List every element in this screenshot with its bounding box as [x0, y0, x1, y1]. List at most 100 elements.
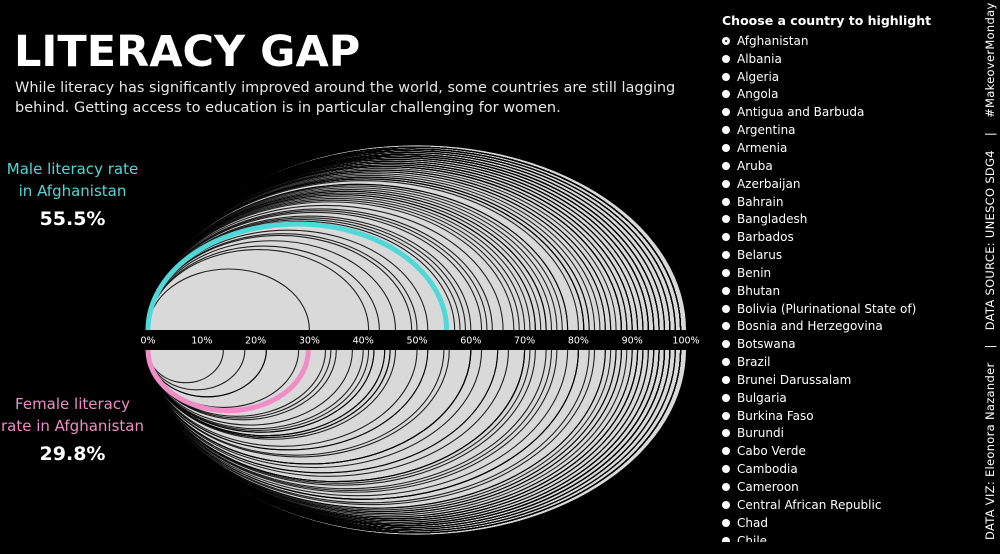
country-option[interactable]: Cambodia — [722, 460, 972, 478]
axis-tick-label: 100% — [672, 336, 699, 347]
country-option[interactable]: Aruba — [722, 157, 972, 175]
radio-icon[interactable] — [722, 179, 730, 188]
country-option[interactable]: Argentina — [722, 121, 972, 139]
axis-band — [0, 330, 700, 350]
axis-tick-label: 80% — [568, 336, 589, 347]
page-subtitle: While literacy has significantly improve… — [15, 80, 676, 116]
percent-axis: 0% 10% 20% 30% 40% 50% 60% 70% 80% 90% 100% — [0, 330, 700, 350]
radio-icon[interactable] — [722, 358, 730, 367]
country-option[interactable]: Bhutan — [722, 282, 972, 300]
credit-separator: | — [983, 344, 997, 349]
radio-icon[interactable] — [722, 447, 730, 456]
radio-icon[interactable] — [722, 54, 730, 63]
country-option-label: Barbados — [737, 230, 794, 245]
country-option[interactable]: Algeria — [722, 68, 972, 86]
country-option[interactable]: Barbados — [722, 228, 972, 246]
country-option[interactable]: Burundi — [722, 425, 972, 443]
country-option[interactable]: Angola — [722, 86, 972, 104]
country-option-label: Burkina Faso — [737, 408, 814, 423]
country-option[interactable]: Afghanistan — [722, 32, 972, 50]
radio-icon[interactable] — [722, 90, 730, 99]
radio-icon[interactable] — [722, 304, 730, 313]
country-option[interactable]: Benin — [722, 264, 972, 282]
radio-icon[interactable] — [722, 143, 730, 152]
radio-icon[interactable] — [722, 483, 730, 492]
male-highlight-arc — [145, 221, 450, 331]
radio-icon[interactable] — [722, 233, 730, 242]
country-option-label: Chad — [737, 515, 768, 530]
country-option[interactable]: Azerbaijan — [722, 175, 972, 193]
country-option[interactable]: Albania — [722, 50, 972, 68]
radio-icon[interactable] — [722, 286, 730, 295]
country-option-label: Argentina — [737, 123, 796, 138]
country-option[interactable]: Chile — [722, 532, 972, 542]
country-option-label: Afghanistan — [737, 33, 809, 48]
radio-icon[interactable] — [722, 429, 730, 438]
page-title: LITERACY GAP — [14, 27, 361, 77]
country-option-label: Bulgaria — [737, 390, 787, 405]
country-option[interactable]: Belarus — [722, 246, 972, 264]
country-option[interactable]: Cameroon — [722, 478, 972, 496]
country-option[interactable]: Bahrain — [722, 193, 972, 211]
radio-icon[interactable] — [722, 197, 730, 206]
radio-icon[interactable] — [722, 411, 730, 420]
axis-tick-label: 50% — [406, 336, 427, 347]
country-option-label: Brazil — [737, 355, 771, 370]
country-option[interactable]: Brunei Darussalam — [722, 371, 972, 389]
country-option[interactable]: Bangladesh — [722, 210, 972, 228]
country-option[interactable]: Bolivia (Plurinational State of) — [722, 300, 972, 318]
radio-icon[interactable] — [722, 108, 730, 117]
radio-icon[interactable] — [722, 161, 730, 170]
country-option[interactable]: Bosnia and Herzegovina — [722, 318, 972, 336]
female-literacy-label: Female literacy rate in Afghanistan — [1, 395, 144, 435]
credit-author: DATA VIZ: Eleonora Nazander — [983, 362, 997, 540]
radio-icon[interactable] — [722, 126, 730, 135]
credit-separator: | — [983, 131, 997, 137]
country-option[interactable]: Botswana — [722, 335, 972, 353]
country-option[interactable]: Bulgaria — [722, 389, 972, 407]
country-selector-title: Choose a country to highlight — [722, 13, 932, 28]
country-radio-list[interactable]: Afghanistan Albania Algeria Angola Antigua a… — [722, 32, 972, 542]
radio-icon[interactable] — [722, 518, 730, 527]
country-option-label: Benin — [737, 265, 772, 280]
axis-tick-label: 10% — [191, 336, 212, 347]
radio-icon[interactable] — [722, 536, 730, 542]
country-option-label: Botswana — [737, 337, 796, 352]
country-option-label: Azerbaijan — [737, 176, 801, 191]
radio-icon[interactable] — [722, 215, 730, 224]
country-option[interactable]: Armenia — [722, 139, 972, 157]
country-option[interactable]: Antigua and Barbuda — [722, 103, 972, 121]
radio-icon[interactable] — [722, 251, 730, 260]
country-option[interactable]: Burkina Faso — [722, 407, 972, 425]
axis-tick-label: 40% — [353, 336, 374, 347]
radio-icon[interactable] — [722, 72, 730, 81]
female-country-arc — [147, 349, 445, 456]
country-option-label: Bolivia (Plurinational State of) — [737, 301, 917, 316]
country-option[interactable]: Brazil — [722, 353, 972, 371]
radio-icon[interactable] — [722, 500, 730, 509]
radio-icon[interactable] — [722, 465, 730, 474]
radio-icon[interactable] — [722, 322, 730, 331]
country-option-label: Belarus — [737, 248, 783, 263]
axis-tick-label: 20% — [245, 336, 266, 347]
radio-icon[interactable] — [722, 36, 730, 45]
radio-icon[interactable] — [722, 268, 730, 277]
country-option-label: Cambodia — [737, 462, 798, 477]
country-option-label: Central African Republic — [737, 497, 882, 512]
axis-tick-label: 90% — [622, 336, 643, 347]
radio-icon[interactable] — [722, 393, 730, 402]
country-option[interactable]: Central African Republic — [722, 496, 972, 514]
radio-icon[interactable] — [722, 375, 730, 384]
radio-icon[interactable] — [722, 340, 730, 349]
country-option-label: Antigua and Barbuda — [737, 105, 865, 120]
country-option-label: Armenia — [737, 140, 788, 155]
country-option-label: Angola — [737, 87, 779, 102]
female-literacy-panel: Female literacy rate in Afghanistan 29.8… — [0, 393, 145, 465]
country-option-label: Burundi — [737, 426, 784, 441]
female-country-arc — [147, 349, 418, 447]
country-option[interactable]: Chad — [722, 514, 972, 532]
female-country-arc — [147, 349, 526, 483]
country-option-label: Algeria — [737, 69, 780, 84]
country-option-label: Cabo Verde — [737, 444, 806, 459]
country-option[interactable]: Cabo Verde — [722, 442, 972, 460]
